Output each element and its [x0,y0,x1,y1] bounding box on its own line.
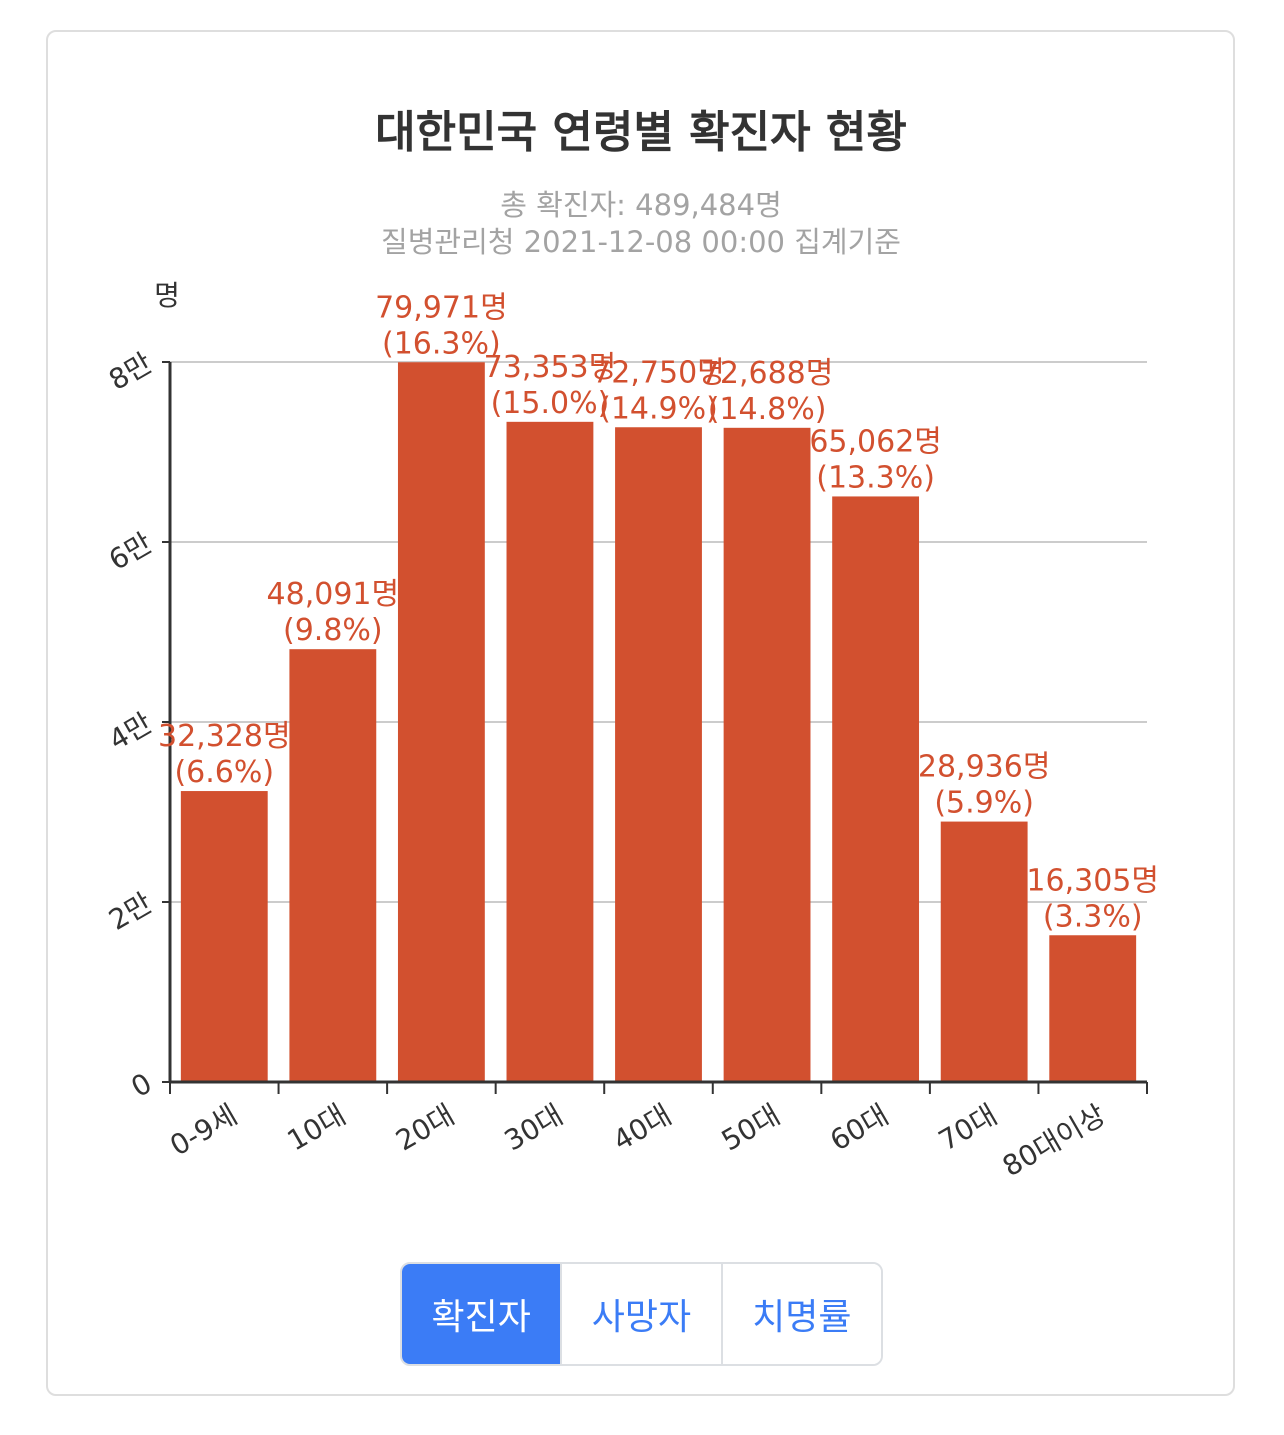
bar-percent-label: (15.0%) [491,386,610,421]
bar-percent-label: (3.3%) [1043,899,1143,934]
bar-percent-label: (9.8%) [283,613,383,648]
bar-percent-label: (16.3%) [382,326,501,361]
bar-value-label: 72,750명 [592,355,725,390]
bar-percent-label: (6.6%) [174,755,274,790]
bar [506,421,594,1082]
bar [397,362,485,1082]
bar-percent-label: (14.8%) [708,392,827,427]
x-tick-label: 30대 [499,1098,569,1157]
x-tick-label: 80대이상 [997,1098,1111,1183]
bar-value-label: 48,091명 [267,577,400,612]
bar-value-label: 65,062명 [809,424,942,459]
x-tick-label: 40대 [607,1098,677,1157]
y-tick-label: 8만 [103,346,157,396]
deaths-button[interactable]: 사망자 [560,1264,721,1364]
y-tick-label: 6만 [103,526,157,576]
bar [940,821,1028,1082]
fatality-rate-button[interactable]: 치명률 [720,1264,881,1364]
bar-value-label: 32,328명 [158,719,291,754]
chart-card [46,30,1235,1396]
bar [832,496,920,1082]
y-tick-label: 4만 [103,706,157,756]
bar-percent-label: (14.9%) [599,391,718,426]
bar-value-label: 28,936명 [918,750,1051,785]
bar [723,427,811,1083]
y-tick-label: 0 [126,1066,158,1103]
x-tick-label: 60대 [824,1098,894,1157]
bar-value-label: 73,353명 [484,350,617,385]
bar [289,649,377,1082]
bar [180,791,268,1082]
bar-value-label: 16,305명 [1026,863,1159,898]
chart-title: 대한민국 연령별 확진자 현황 [375,107,907,158]
x-tick-label: 20대 [390,1098,460,1157]
y-tick-label: 2만 [103,886,157,936]
x-tick-label: 70대 [933,1098,1003,1157]
chart-subtitle-total: 총 확진자: 489,484명 [500,188,782,222]
x-tick-label: 0-9세 [164,1098,242,1162]
chart-subtitle-source: 질병관리청 2021-12-08 00:00 집계기준 [381,225,901,259]
confirmed-cases-button[interactable]: 확진자 [402,1264,561,1364]
x-tick-label: 10대 [282,1098,352,1157]
x-tick-label: 50대 [716,1098,786,1157]
bar-value-label: 79,971명 [375,290,508,325]
y-axis-unit-label: 명 [154,279,180,312]
metric-toggle-group: 확진자 사망자 치명률 [400,1262,883,1366]
bar-value-label: 72,688명 [701,356,834,391]
bar [615,427,702,1082]
bar-percent-label: (5.9%) [934,786,1034,821]
bar [1049,935,1137,1082]
bar-percent-label: (13.3%) [816,460,935,495]
